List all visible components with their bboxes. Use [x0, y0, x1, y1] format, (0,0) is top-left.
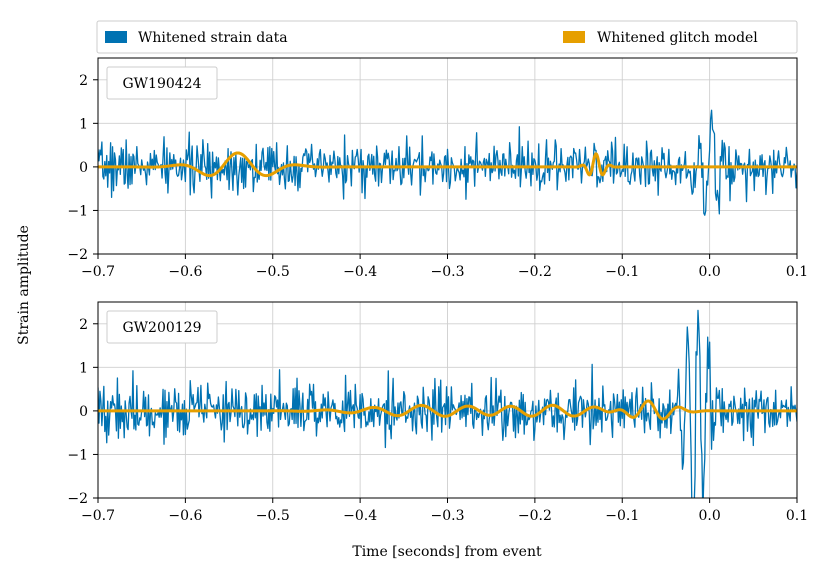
panel-gw190424: −0.7 −0.6 −0.5 −0.4 −0.3 −0.2 −0.1 0.0 0.1 −2 −1 0 1…: [67, 57, 808, 280]
y-tick-label: 2: [79, 317, 88, 333]
y-tick-label: 2: [79, 73, 88, 89]
x-tick-label: −0.3: [431, 264, 465, 280]
y-tick-label: −1: [67, 447, 88, 463]
legend-frame: [96, 20, 798, 54]
x-tick-label: −0.4: [343, 508, 377, 524]
glitch-model-line: [98, 151, 797, 178]
event-label: GW190424: [122, 76, 201, 92]
legend-label-strain: Whitened strain data: [138, 30, 288, 46]
y-tick-label: 1: [79, 116, 88, 132]
y-tick-label: −1: [67, 203, 88, 219]
event-label-box: [106, 310, 218, 344]
x-axis-label: Time [seconds] from event: [352, 544, 542, 560]
x-tick-label: 0.0: [698, 508, 720, 524]
strain-series-line: [98, 109, 797, 216]
x-tick-label: −0.1: [605, 264, 639, 280]
y-tick-label: 0: [79, 404, 88, 420]
x-tick-label: −0.2: [518, 264, 552, 280]
x-tick-label: −0.6: [168, 508, 202, 524]
x-tick-label: −0.5: [256, 508, 290, 524]
x-tick-label: −0.1: [605, 508, 639, 524]
y-axis-label: Strain amplitude: [16, 225, 32, 345]
x-tick-label: −0.6: [168, 264, 202, 280]
x-tick-label: −0.4: [343, 264, 377, 280]
legend-swatch-strain: [105, 31, 127, 43]
panel-gw200129: −0.7 −0.6 −0.5 −0.4 −0.3 −0.2 −0.1 0.0 0.1 −2 −1 0 1…: [67, 301, 808, 524]
x-tick-label: 0.1: [786, 508, 808, 524]
x-tick-label: −0.2: [518, 508, 552, 524]
y-tick-label: −2: [67, 491, 88, 507]
x-tick-label: 0.0: [698, 264, 720, 280]
legend-swatch-glitch: [563, 31, 585, 43]
event-label: GW200129: [122, 320, 201, 336]
x-tick-label: −0.7: [81, 264, 115, 280]
x-tick-label: −0.5: [256, 264, 290, 280]
glitch-model-line: [98, 399, 797, 421]
y-tick-label: 0: [79, 160, 88, 176]
legend: Whitened strain data Whitened glitch mod…: [96, 20, 798, 54]
y-tick-label: −2: [67, 247, 88, 263]
y-tick-label: 1: [79, 360, 88, 376]
x-tick-label: −0.3: [431, 508, 465, 524]
x-tick-label: −0.7: [81, 508, 115, 524]
x-tick-label: 0.1: [786, 264, 808, 280]
legend-label-glitch: Whitened glitch model: [597, 30, 758, 46]
event-label-box: [106, 66, 218, 100]
